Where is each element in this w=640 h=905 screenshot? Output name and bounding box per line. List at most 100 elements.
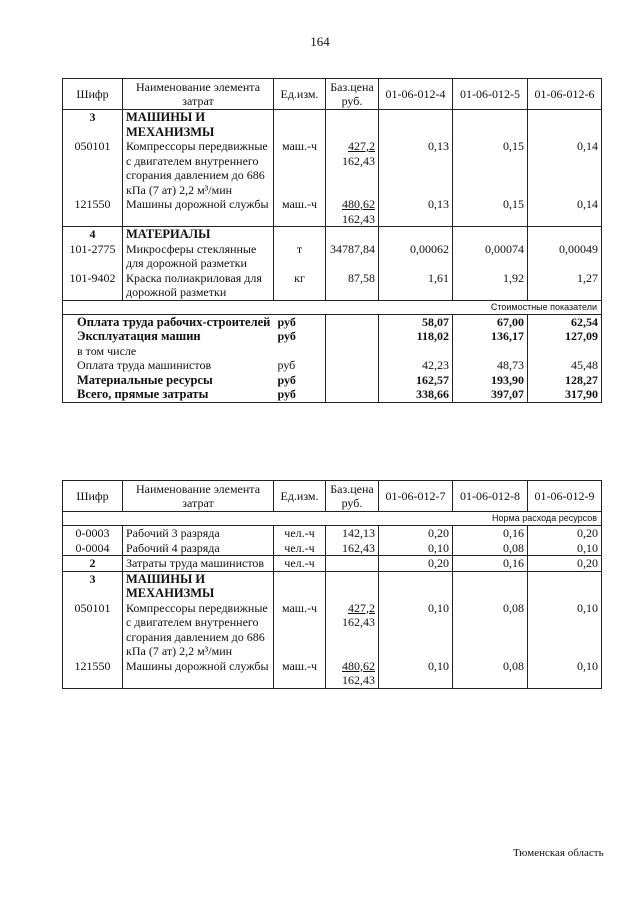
column-header: Шифр (62, 480, 123, 512)
cost-value: 162,57 (378, 372, 453, 387)
norm-value: 0,14 (527, 139, 602, 197)
column-header: Ед.изм. (273, 78, 326, 110)
resource-name: Затраты труда машинистов (122, 555, 274, 571)
resource-name: Рабочий 3 разряда (122, 525, 274, 541)
norm-value: 0,13 (378, 139, 453, 197)
resource-code: 050101 (62, 600, 123, 659)
norm-value: 1,27 (527, 270, 602, 300)
empty-cell (325, 314, 379, 329)
norm-value: 0,16 (452, 525, 528, 541)
column-header: Баз.цена руб. (325, 78, 379, 110)
norm-value: 0,10 (378, 658, 453, 688)
norm-value: 0,15 (452, 197, 528, 227)
empty-cell (325, 372, 379, 387)
unit: маш.-ч (273, 139, 326, 197)
norm-value: 0,16 (452, 555, 528, 571)
table-row: 3 МАШИНЫ И МЕХАНИЗМЫ (62, 109, 602, 139)
price-value: 87,58 (348, 270, 375, 285)
norm-value (527, 570, 602, 601)
unit: руб (273, 329, 326, 344)
summary-name: Всего, прямые затраты (62, 387, 274, 402)
table-row: 050101 Компрессоры передвижные с двигател… (62, 139, 602, 197)
base-price: 162,43 (325, 540, 379, 556)
resource-name: Рабочий 4 разряда (122, 540, 274, 556)
resource-code: 3 (62, 570, 123, 601)
resource-table-2: Шифр Наименование элемента затрат Ед.изм. Б… (62, 480, 602, 689)
summary-name: Оплата труда машинистов (62, 358, 274, 373)
norm-value: 0,13 (378, 197, 453, 227)
resource-code: 0-0003 (62, 525, 123, 541)
norm-value: 0,08 (452, 658, 528, 688)
cost-value (452, 343, 528, 358)
resource-name: Краска полиакриловая для дорожной размет… (122, 270, 274, 300)
section-band: Норма расхода ресурсов (62, 511, 602, 526)
table-row: 0-0004 Рабочий 4 разряда чел.-ч 162,43 0,10 0… (62, 540, 602, 556)
price-value: 162,43 (342, 540, 375, 555)
norm-value (378, 570, 453, 601)
unit: маш.-ч (273, 658, 326, 688)
norm-value: 0,10 (378, 600, 453, 659)
header-row: Шифр Наименование элемента затрат Ед.изм. Б… (62, 78, 602, 110)
base-price (325, 570, 379, 601)
norm-value: 0,20 (527, 525, 602, 541)
base-price: 427,2 162,43 (325, 139, 379, 197)
resource-code: 2 (62, 555, 123, 571)
section-band: Стоимостные показатели (62, 299, 602, 315)
resource-code: 101-2775 (62, 241, 123, 271)
base-price: 142,13 (325, 525, 379, 541)
unit: чел.-ч (273, 525, 326, 541)
resource-name: МАШИНЫ И МЕХАНИЗМЫ (122, 570, 274, 601)
price-value: 34787,84 (330, 241, 375, 256)
column-header: Шифр (62, 78, 123, 110)
base-price (325, 226, 379, 242)
price-index: 162,43 (342, 211, 375, 226)
resource-name: Компрессоры передвижные с двигателем вну… (122, 600, 274, 659)
unit: руб (273, 387, 326, 402)
table-row: 2 Затраты труда машинистов чел.-ч 0,20 0,16 0… (62, 555, 602, 571)
unit (273, 570, 326, 601)
header-row: Шифр Наименование элемента затрат Ед.изм. Б… (62, 480, 602, 512)
resource-name: Машины дорожной службы (122, 658, 274, 688)
summary-row: Эксплуатация машин руб 118,02 136,17 127,09 (62, 329, 602, 344)
column-header: Наименование элемента затрат (122, 480, 274, 512)
norm-value: 0,00049 (527, 241, 602, 271)
cost-value (527, 343, 602, 358)
norm-value: 0,20 (378, 555, 453, 571)
column-header: Наименование элемента затрат (122, 78, 274, 110)
table-row: 101-2775 Микросферы стеклянные для дорожн… (62, 241, 602, 271)
column-header: 01-06-012-9 (527, 480, 602, 512)
cost-value (378, 343, 453, 358)
norm-value (527, 109, 602, 139)
unit (273, 109, 326, 139)
cost-value: 45,48 (527, 358, 602, 373)
norm-value (527, 226, 602, 242)
price-value: 427,2 (348, 600, 375, 615)
cost-value: 338,66 (378, 387, 453, 402)
base-price: 34787,84 (325, 241, 379, 271)
column-header: Ед.изм. (273, 480, 326, 512)
norm-value: 0,00062 (378, 241, 453, 271)
norm-value: 0,10 (527, 540, 602, 556)
base-price (325, 555, 379, 571)
table-row: 4 МАТЕРИАЛЫ (62, 226, 602, 242)
resource-code: 0-0004 (62, 540, 123, 556)
norm-value (378, 226, 453, 242)
table-row: 050101 Компрессоры передвижные с двигател… (62, 600, 602, 659)
norm-value: 0,10 (378, 540, 453, 556)
norm-value (378, 109, 453, 139)
summary-name: Оплата труда рабочих-строителей (62, 314, 274, 329)
unit: чел.-ч (273, 540, 326, 556)
resource-code: 4 (62, 226, 123, 242)
unit: маш.-ч (273, 600, 326, 659)
cost-value: 62,54 (527, 314, 602, 329)
summary-row: Всего, прямые затраты руб 338,66 397,07 317,… (62, 387, 602, 402)
price-value: 427,2 (348, 139, 375, 153)
column-header: Баз.цена руб. (325, 480, 379, 512)
page-number: 164 (310, 34, 330, 49)
price-index: 162,43 (342, 673, 375, 687)
resource-table-1: Шифр Наименование элемента затрат Ед.изм. Б… (62, 78, 602, 403)
base-price: 427,2 162,43 (325, 600, 379, 659)
table-row: 3 МАШИНЫ И МЕХАНИЗМЫ (62, 570, 602, 601)
cost-value: 48,73 (452, 358, 528, 373)
unit: т (273, 241, 326, 271)
